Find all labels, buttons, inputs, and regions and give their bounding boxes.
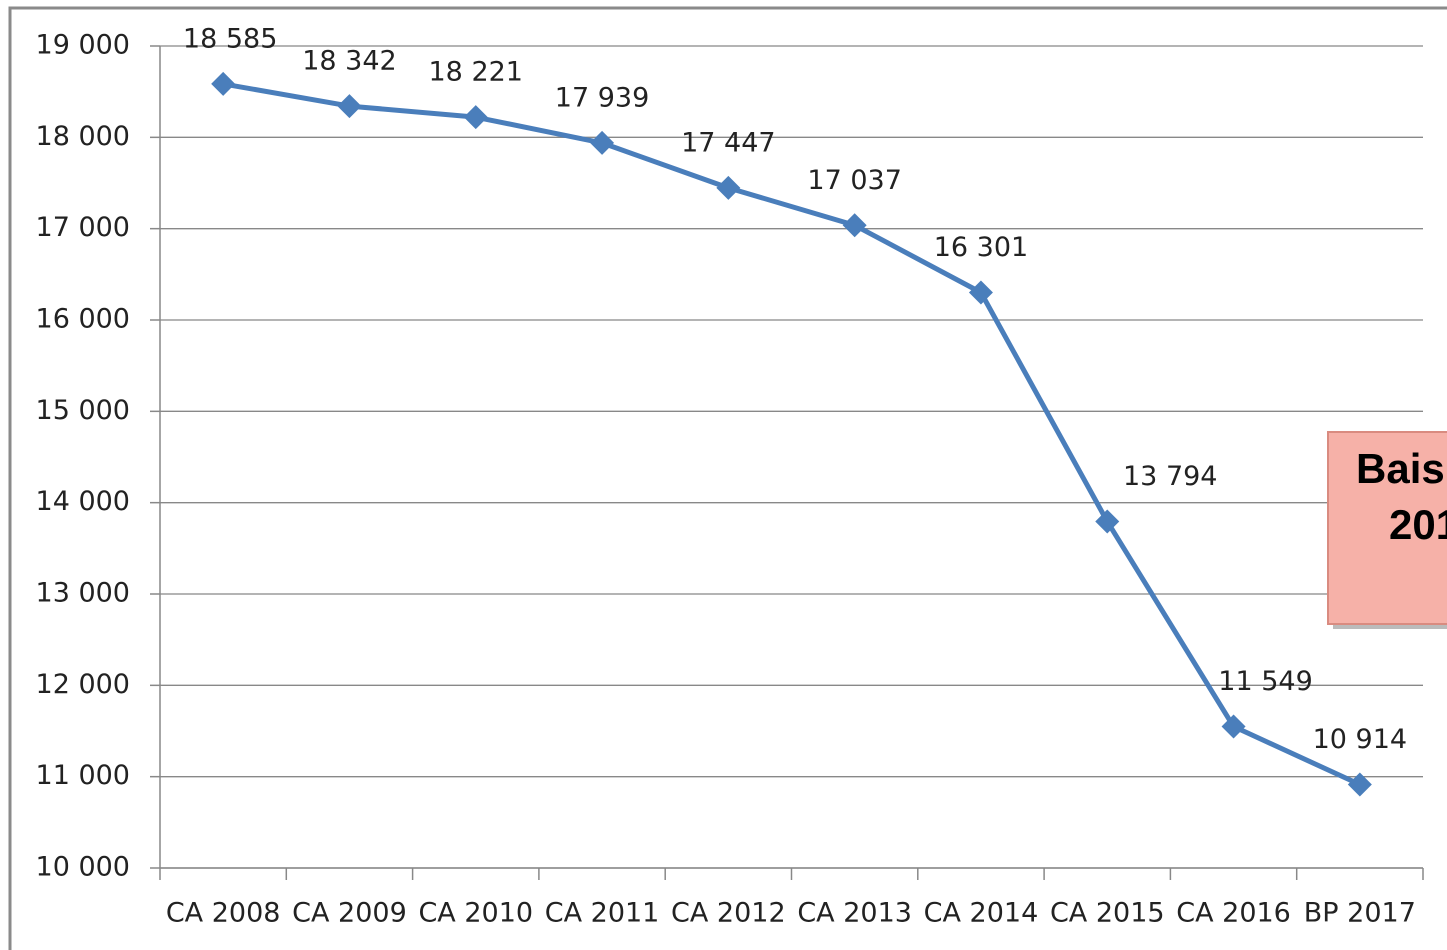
data-label: 18 585 [183,23,277,54]
frame [8,6,1447,950]
x-tick-label: CA 2014 [924,898,1039,929]
x-tick-label: CA 2016 [1176,898,1291,929]
marker [590,130,615,155]
marker [1221,714,1246,739]
y-tick-label: 15 000 [36,395,130,426]
data-label: 13 794 [1123,461,1217,492]
data-label: 17 939 [555,82,649,113]
marker [842,213,867,238]
marker [337,94,362,119]
x-tick-label: CA 2015 [1050,898,1165,929]
y-tick-label: 19 000 [36,30,130,61]
marker [1095,509,1120,534]
data-label: 11 549 [1218,666,1312,697]
y-tick-label: 17 000 [36,212,130,243]
x-tick-label: CA 2013 [797,898,912,929]
data-label: 17 447 [681,127,775,158]
y-tick-label: 10 000 [36,852,130,883]
x-tick-label: CA 2012 [671,898,786,929]
y-tick-label: 14 000 [36,486,130,517]
data-label: 17 037 [807,165,901,196]
data-label: 16 301 [934,232,1028,263]
marker [716,175,741,200]
x-tick-label: CA 2008 [166,898,281,929]
marker [968,280,993,305]
x-tick-label: CA 2010 [418,898,533,929]
annotation-box [1327,431,1447,625]
y-tick-label: 18 000 [36,121,130,152]
y-tick-label: 16 000 [36,304,130,335]
data-label: 10 914 [1313,724,1407,755]
x-tick-label: CA 2011 [545,898,660,929]
data-label: 18 221 [429,57,523,88]
x-tick-label: BP 2017 [1304,898,1416,929]
marker [211,71,236,96]
y-tick-label: 12 000 [36,669,130,700]
annotation: 201 [1389,501,1447,548]
data-label: 18 342 [302,46,396,77]
marker [463,105,488,130]
marker [1347,772,1372,797]
annotation: Bais [1356,445,1445,492]
y-tick-label: 13 000 [36,578,130,609]
line [222,81,1361,787]
x-tick-label: CA 2009 [292,898,407,929]
y-tick-label: 11 000 [36,760,130,791]
